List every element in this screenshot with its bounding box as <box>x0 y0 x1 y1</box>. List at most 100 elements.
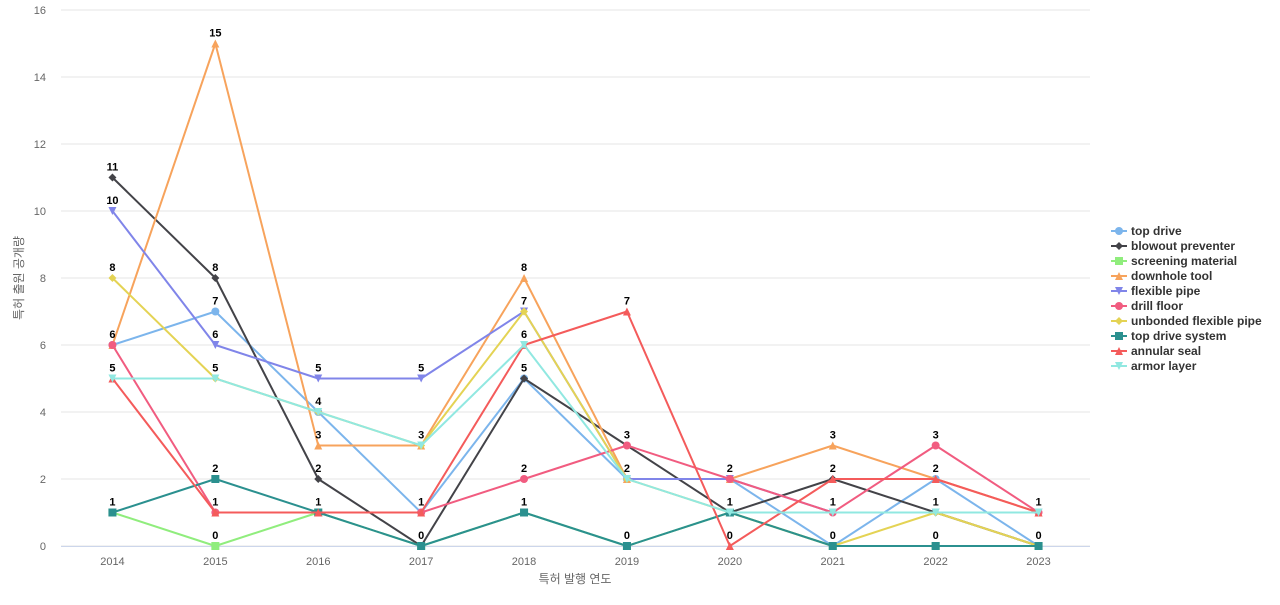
data-point <box>314 441 323 450</box>
y-axis-title: 특허 출원 공개량 <box>12 236 26 320</box>
data-point <box>1034 508 1043 517</box>
y-tick-label: 4 <box>40 407 46 419</box>
data-label: 1 <box>212 497 218 509</box>
data-point <box>211 542 220 550</box>
data-point <box>622 542 631 550</box>
data-point <box>211 274 220 282</box>
data-point <box>417 542 426 550</box>
legend-item[interactable]: blowout preventer <box>1111 239 1235 253</box>
data-point <box>931 508 940 517</box>
data-point <box>417 374 426 383</box>
x-tick-label: 2018 <box>512 556 536 568</box>
legend-marker <box>1115 287 1123 295</box>
data-point <box>725 542 734 550</box>
y-tick-label: 8 <box>40 273 46 285</box>
data-label: 0 <box>727 530 733 542</box>
data-label: 3 <box>418 430 424 442</box>
data-label: 6 <box>109 329 115 341</box>
data-point <box>622 475 631 483</box>
series-line <box>111 310 1039 547</box>
legend-item[interactable]: screening material <box>1111 254 1237 268</box>
legend-item[interactable]: top drive <box>1111 224 1182 238</box>
data-point <box>622 441 631 450</box>
data-point <box>520 508 529 517</box>
legend-item[interactable]: top drive system <box>1111 329 1226 343</box>
y-tick-label: 10 <box>34 206 46 218</box>
x-tick-label: 2019 <box>615 556 639 568</box>
legend-item[interactable]: drill floor <box>1111 299 1183 313</box>
legend-item[interactable]: armor layer <box>1111 359 1197 373</box>
series-armor-layer <box>108 341 1043 517</box>
data-point <box>1034 542 1043 550</box>
legend-label: top drive system <box>1131 329 1226 343</box>
data-label: 8 <box>521 262 527 274</box>
data-point <box>211 341 220 349</box>
data-point <box>314 408 323 416</box>
data-label: 4 <box>315 396 322 408</box>
series-blowout-preventer <box>108 173 1043 550</box>
data-point <box>417 508 426 517</box>
data-point <box>108 341 117 349</box>
series-flexible-pipe <box>108 207 1043 517</box>
data-point <box>828 441 837 450</box>
data-label: 2 <box>727 463 733 475</box>
data-label: 1 <box>727 497 733 509</box>
x-tick-label: 2017 <box>409 556 433 568</box>
data-label: 1 <box>315 497 321 509</box>
y-tick-label: 2 <box>40 474 46 486</box>
legend-label: drill floor <box>1131 299 1183 313</box>
data-point <box>622 307 631 316</box>
data-point <box>314 374 323 383</box>
data-label: 5 <box>315 363 321 375</box>
legend-item[interactable]: unbonded flexible pipe <box>1111 314 1262 328</box>
x-tick-label: 2021 <box>821 556 845 568</box>
data-label: 15 <box>209 28 221 40</box>
legend-label: annular seal <box>1131 344 1201 358</box>
data-label: 2 <box>830 463 836 475</box>
legend-marker <box>1115 332 1123 340</box>
data-point <box>725 508 734 517</box>
x-tick-label: 2014 <box>100 556 124 568</box>
y-tick-label: 16 <box>34 5 46 17</box>
y-tick-label: 0 <box>40 541 46 553</box>
legend-item[interactable]: annular seal <box>1111 344 1201 358</box>
data-point <box>314 508 323 517</box>
data-label: 0 <box>624 530 630 542</box>
data-point <box>211 508 220 517</box>
legend-marker <box>1115 362 1123 370</box>
x-tick-label: 2020 <box>718 556 742 568</box>
legend-label: armor layer <box>1131 359 1197 373</box>
data-label: 0 <box>830 530 836 542</box>
data-point <box>314 475 323 483</box>
y-tick-label: 14 <box>34 72 46 84</box>
legend-item[interactable]: flexible pipe <box>1111 284 1201 298</box>
data-label: 1 <box>418 497 424 509</box>
x-tick-label: 2022 <box>923 556 947 568</box>
series-line <box>112 478 1039 547</box>
legend-marker <box>1115 227 1123 235</box>
data-label: 0 <box>1035 530 1041 542</box>
data-point <box>931 542 940 550</box>
data-label: 8 <box>212 262 218 274</box>
legend-marker <box>1115 257 1123 265</box>
data-label: 3 <box>624 430 630 442</box>
data-label: 7 <box>624 296 630 308</box>
data-point <box>931 441 940 450</box>
data-point <box>108 173 117 182</box>
legend-label: flexible pipe <box>1131 284 1201 298</box>
data-point <box>725 475 734 483</box>
series-line <box>112 344 1039 514</box>
x-axis-title: 특허 발행 연도 <box>539 571 612 586</box>
data-label: 5 <box>109 363 115 375</box>
y-tick-label: 6 <box>40 340 46 352</box>
data-point <box>520 307 529 316</box>
legend-label: blowout preventer <box>1131 239 1235 253</box>
x-tick-label: 2015 <box>203 556 227 568</box>
data-point <box>931 475 940 483</box>
legend-item[interactable]: downhole tool <box>1111 269 1212 283</box>
data-label: 3 <box>315 430 321 442</box>
data-label: 0 <box>212 530 218 542</box>
